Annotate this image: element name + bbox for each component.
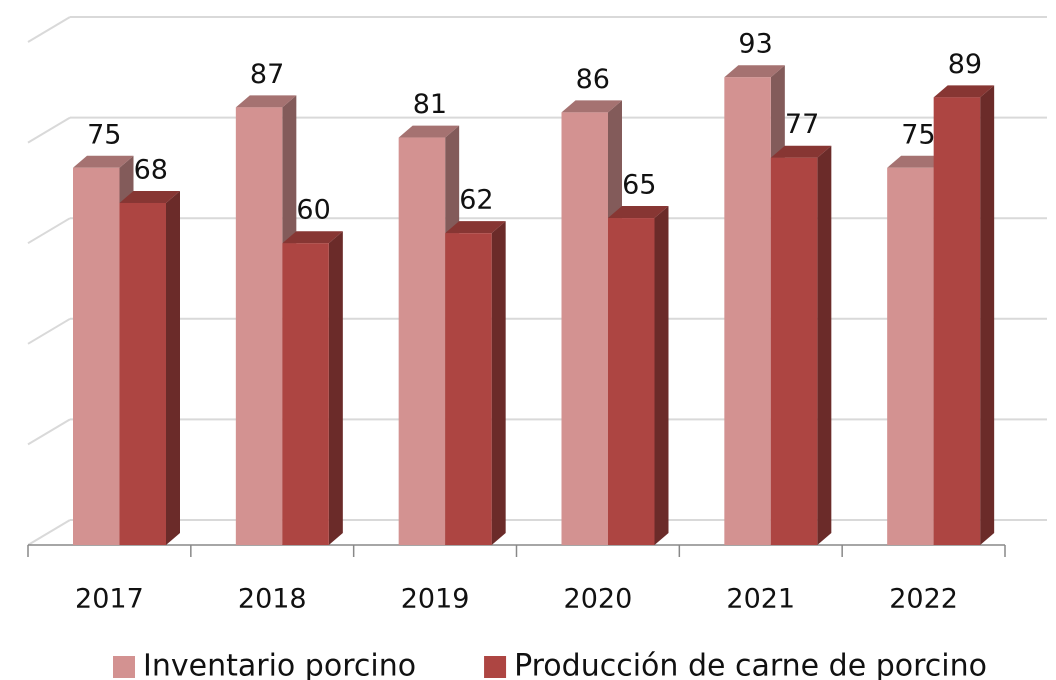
- data-label: 89: [948, 49, 982, 80]
- bar-front: [561, 112, 608, 546]
- grid-line-side: [27, 217, 71, 245]
- bar-front: [445, 233, 492, 545]
- data-label: 86: [576, 64, 610, 95]
- bar-top: [724, 65, 785, 78]
- bar-top: [73, 155, 134, 168]
- bar-top: [887, 155, 948, 168]
- grid-line-side: [27, 16, 71, 43]
- x-tick-label: 2020: [564, 584, 633, 615]
- bar-front: [724, 77, 771, 546]
- bar: [608, 206, 669, 546]
- bar-side: [980, 85, 995, 545]
- grid-line-side: [27, 519, 71, 546]
- bar: [933, 85, 995, 545]
- data-label: 77: [785, 109, 819, 140]
- legend-label: Inventario porcino: [143, 649, 416, 680]
- legend-swatch: [484, 656, 507, 678]
- bar-side: [491, 221, 506, 545]
- bar-top: [445, 221, 506, 234]
- bar-front: [119, 202, 166, 545]
- data-label: 87: [250, 59, 284, 90]
- bar-top: [561, 100, 622, 113]
- bar-top: [398, 125, 460, 138]
- data-label: 75: [87, 119, 121, 150]
- data-label: 65: [622, 170, 656, 201]
- bar-top: [235, 95, 297, 108]
- bar: [119, 190, 180, 545]
- x-tick-label: 2022: [889, 584, 958, 615]
- data-label: 93: [738, 29, 772, 60]
- data-label: 60: [296, 195, 330, 226]
- bar: [770, 145, 832, 545]
- grid-line-side: [27, 116, 71, 144]
- bar-side: [817, 145, 832, 545]
- bar-side: [328, 231, 343, 545]
- bar-front: [887, 167, 934, 545]
- bar-front: [235, 107, 283, 545]
- x-tick-label: 2018: [238, 584, 307, 615]
- bar-front: [73, 167, 120, 545]
- bar-front: [398, 137, 446, 545]
- data-label: 81: [413, 89, 447, 120]
- grid-line-side: [27, 317, 71, 345]
- bar-top: [770, 145, 832, 158]
- x-tick-label: 2021: [726, 584, 795, 615]
- legend-label: Producción de carne de porcino: [514, 649, 987, 680]
- bar-side: [654, 206, 669, 546]
- x-tick-label: 2019: [401, 584, 470, 615]
- bar-front: [933, 97, 981, 545]
- bar-front: [608, 218, 655, 546]
- legend-swatch: [113, 656, 135, 678]
- bar-top: [933, 85, 995, 98]
- bar-front: [282, 243, 329, 545]
- bar-top: [119, 190, 180, 203]
- bar-top: [282, 231, 343, 244]
- data-label: 68: [134, 154, 168, 185]
- data-label: 62: [459, 185, 493, 216]
- x-tick-label: 2017: [75, 584, 144, 615]
- bar-front: [770, 157, 818, 545]
- bar-side: [166, 190, 180, 545]
- bar-top: [608, 206, 669, 219]
- data-label: 75: [901, 119, 935, 150]
- bar: [445, 221, 506, 545]
- grid-line-side: [27, 418, 71, 446]
- bar: [282, 231, 343, 545]
